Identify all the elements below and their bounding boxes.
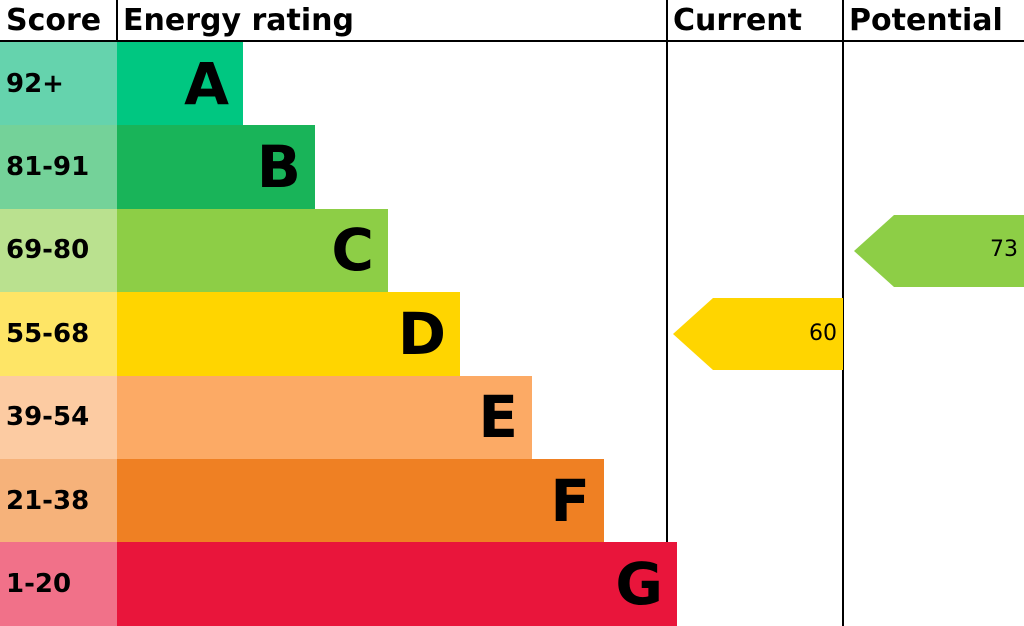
rating-row-f: 21-38F <box>0 459 1024 542</box>
energy-rating-chart: Score Energy rating Current Potential 92… <box>0 0 1024 626</box>
rating-row-b: 81-91B <box>0 125 1024 208</box>
rating-bar: A <box>117 42 243 125</box>
rating-bar: D <box>117 292 460 375</box>
rating-row-c: 69-80C <box>0 209 1024 292</box>
score-range: 55-68 <box>0 292 117 375</box>
rating-bar: B <box>117 125 315 208</box>
score-range: 81-91 <box>0 125 117 208</box>
rating-row-e: 39-54E <box>0 376 1024 459</box>
rating-rows: 92+A81-91B69-80C55-68D39-54E21-38F1-20G <box>0 42 1024 626</box>
rating-bar: G <box>117 542 677 625</box>
score-range: 1-20 <box>0 542 117 625</box>
header-score: Score <box>0 0 117 40</box>
header-row: Score Energy rating Current Potential <box>0 0 1024 42</box>
rating-row-g: 1-20G <box>0 542 1024 625</box>
header-rating: Energy rating <box>117 0 354 40</box>
rating-row-d: 55-68D <box>0 292 1024 375</box>
score-range: 39-54 <box>0 376 117 459</box>
rating-bar: F <box>117 459 604 542</box>
score-range: 69-80 <box>0 209 117 292</box>
rating-bar: E <box>117 376 532 459</box>
score-range: 92+ <box>0 42 117 125</box>
rating-row-a: 92+A <box>0 42 1024 125</box>
rating-bar: C <box>117 209 388 292</box>
header-potential: Potential <box>843 0 1024 40</box>
score-range: 21-38 <box>0 459 117 542</box>
header-current: Current <box>667 0 843 40</box>
